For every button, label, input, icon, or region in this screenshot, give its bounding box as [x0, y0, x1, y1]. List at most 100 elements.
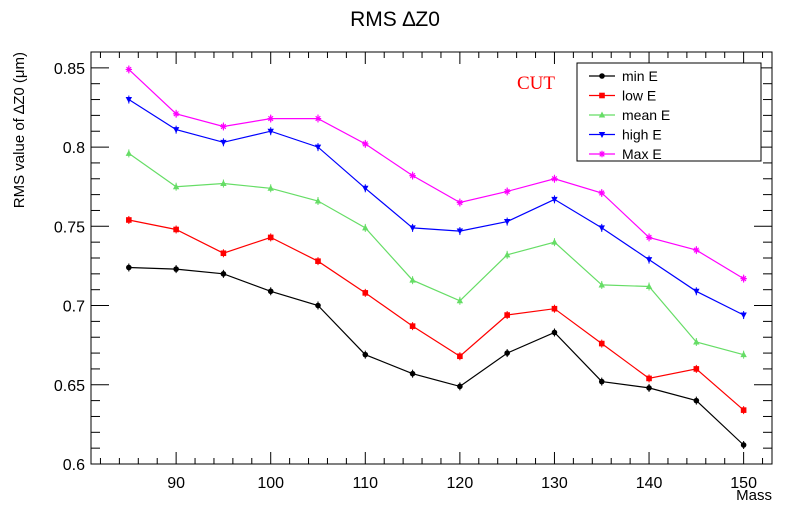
- data-point: [693, 288, 700, 295]
- data-point: [314, 197, 322, 204]
- data-point: [220, 139, 227, 146]
- legend-marker: [598, 150, 606, 158]
- data-point: [693, 338, 700, 345]
- y-tick-label: 0.75: [54, 219, 85, 236]
- data-point: [598, 189, 605, 197]
- legend-label: min E: [622, 68, 658, 84]
- series-min-e: [126, 263, 747, 449]
- data-point: [456, 199, 464, 206]
- data-point: [503, 219, 511, 226]
- data-point: [362, 140, 369, 148]
- data-point: [314, 115, 322, 122]
- data-point: [315, 302, 321, 309]
- data-point: [551, 305, 558, 312]
- x-tick-label: 110: [353, 475, 379, 492]
- y-axis-label: RMS value of ∆Z0 (μm): [11, 52, 28, 208]
- data-point: [125, 97, 133, 104]
- y-tick-label: 0.7: [63, 299, 85, 316]
- data-point: [220, 180, 227, 187]
- data-point: [220, 123, 227, 130]
- data-point: [693, 366, 700, 372]
- cut-annotation: CUT: [517, 73, 555, 94]
- series-mean-e: [125, 149, 747, 359]
- y-tick-label: 0.8: [63, 140, 85, 157]
- data-point: [504, 312, 510, 318]
- x-tick-label: 140: [636, 475, 663, 492]
- legend-marker: [599, 92, 605, 99]
- data-point: [503, 251, 511, 258]
- legend-marker: [598, 132, 606, 138]
- data-point: [693, 397, 700, 404]
- data-point: [267, 115, 274, 122]
- legend-label: high E: [622, 127, 662, 143]
- data-point: [126, 264, 132, 271]
- x-tick-label: 150: [730, 475, 757, 492]
- legend-label: Max E: [622, 146, 662, 162]
- data-point: [645, 283, 653, 290]
- data-point: [598, 225, 605, 232]
- y-axis: 0.6 0.65 0.7 0.75 0.8 0.85: [54, 51, 772, 474]
- y-tick-label: 0.85: [54, 61, 85, 78]
- data-point: [125, 66, 133, 73]
- x-tick-label: 120: [447, 475, 474, 492]
- data-point: [220, 250, 227, 257]
- data-point: [409, 172, 416, 179]
- data-point: [409, 225, 416, 232]
- data-point: [457, 383, 463, 390]
- data-point: [172, 127, 180, 134]
- legend-label: low E: [622, 88, 656, 104]
- series-low-e: [126, 215, 747, 415]
- legend-marker: [599, 73, 605, 79]
- data-point: [173, 226, 179, 233]
- data-point: [362, 185, 369, 192]
- series-line-high-e: [128, 98, 744, 316]
- legend-marker: [598, 111, 606, 118]
- data-point: [267, 288, 274, 295]
- series-layer: [125, 65, 747, 449]
- data-point: [267, 128, 274, 135]
- data-point: [267, 184, 274, 191]
- legend: min E low E mean E high E Max E: [576, 62, 762, 162]
- data-point: [220, 271, 227, 277]
- data-point: [551, 238, 558, 245]
- x-tick-label: 130: [541, 475, 568, 492]
- data-point: [551, 329, 558, 336]
- data-point: [503, 188, 511, 195]
- data-point: [740, 275, 747, 282]
- data-point: [126, 217, 132, 223]
- data-point: [693, 246, 700, 254]
- data-point: [457, 353, 463, 360]
- data-point: [172, 183, 180, 190]
- y-tick-label: 0.6: [63, 457, 85, 474]
- data-point: [362, 351, 369, 358]
- data-point: [598, 378, 605, 385]
- data-point: [456, 228, 464, 235]
- data-point: [598, 340, 605, 347]
- x-tick-label: 100: [257, 475, 284, 492]
- data-point: [646, 375, 652, 382]
- data-point: [504, 350, 510, 356]
- series-line-mean-e: [128, 152, 744, 356]
- x-axis: 90 100 110 120 130 140 150: [99, 52, 764, 492]
- data-point: [740, 407, 747, 413]
- data-point: [645, 234, 653, 241]
- data-point: [125, 149, 133, 156]
- data-point: [740, 312, 747, 319]
- series-line-max-e: [128, 68, 744, 280]
- data-point: [409, 370, 416, 377]
- data-point: [267, 234, 274, 241]
- data-point: [362, 224, 369, 231]
- chart-title: RMS ∆Z0: [350, 8, 440, 31]
- legend-label: mean E: [622, 107, 670, 123]
- data-point: [315, 258, 321, 264]
- x-axis-label: Mass: [736, 487, 772, 504]
- data-point: [314, 144, 322, 151]
- data-point: [645, 257, 653, 264]
- series-line-low-e: [128, 219, 744, 411]
- data-point: [172, 110, 180, 117]
- legend-box: [576, 62, 762, 162]
- x-tick-label: 90: [167, 475, 185, 492]
- data-point: [409, 323, 416, 329]
- data-point: [551, 175, 558, 182]
